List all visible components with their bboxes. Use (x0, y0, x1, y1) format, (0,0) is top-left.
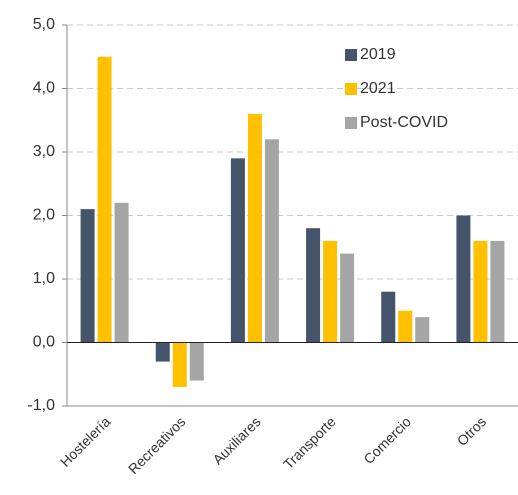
bar (473, 240, 488, 343)
y-tick-label: 3,0 (33, 143, 55, 160)
y-tick-label: 2,0 (33, 207, 55, 224)
y-tick-label: 4,0 (33, 80, 55, 97)
bar (80, 209, 95, 343)
legend-label: 2019 (360, 46, 396, 63)
y-tick-label: 5,0 (33, 16, 55, 33)
y-tick-label: -1,0 (27, 397, 55, 414)
x-tick-label: Transporte (280, 413, 339, 472)
bar (323, 240, 338, 343)
bar (114, 202, 129, 343)
bar (415, 317, 430, 343)
legend-swatch (345, 117, 357, 129)
x-tick-label: Hostelería (57, 413, 114, 470)
bar (381, 291, 396, 343)
bar (340, 253, 355, 343)
bar (306, 228, 321, 343)
bar (155, 342, 170, 362)
legend-swatch (345, 83, 357, 95)
bar (456, 215, 471, 343)
x-tick-label: Comercio (360, 413, 414, 467)
bar (247, 113, 262, 343)
y-tick-label: 0,0 (33, 334, 55, 351)
bar (398, 310, 413, 343)
bar (230, 158, 245, 343)
x-tick-label: Auxiliares (209, 413, 263, 467)
legend-label: Post-COVID (360, 114, 448, 131)
x-tick-label: Otros (454, 413, 490, 449)
legend-swatch (345, 49, 357, 61)
bar (172, 342, 187, 387)
bar (97, 56, 112, 343)
bar (490, 240, 505, 343)
x-tick-label: Recreativos (125, 413, 189, 477)
bar (264, 139, 279, 343)
y-tick-label: 1,0 (33, 270, 55, 287)
bar (189, 342, 204, 381)
legend-label: 2021 (360, 80, 396, 97)
